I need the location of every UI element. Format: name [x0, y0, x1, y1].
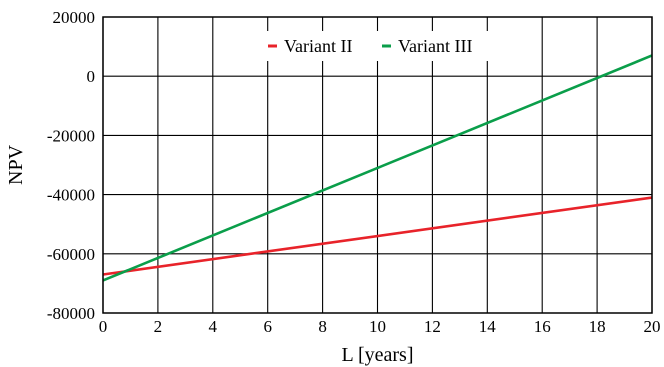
x-tick-label: 10	[369, 317, 386, 336]
series-line-variant-iii	[102, 54, 653, 282]
x-axis-title: L [years]	[342, 344, 414, 366]
x-tick-label: 4	[209, 317, 218, 336]
y-tick-label: -20000	[47, 126, 95, 145]
y-tick-labels: 20000 0 -20000 -40000 -60000 -80000	[47, 8, 95, 323]
x-tick-label: 6	[263, 317, 272, 336]
legend-label: Variant II	[284, 36, 352, 56]
plot-frame	[102, 16, 653, 314]
x-tick-label: 16	[534, 317, 551, 336]
x-tick-label: 18	[589, 317, 606, 336]
x-tick-label: 8	[318, 317, 327, 336]
y-tick-label: -60000	[47, 245, 95, 264]
legend-background	[258, 31, 494, 61]
series-lines	[102, 54, 653, 282]
x-tick-label: 12	[424, 317, 441, 336]
x-tick-label: 0	[99, 317, 108, 336]
x-tick-label: 14	[479, 317, 497, 336]
y-tick-label: -80000	[47, 304, 95, 323]
legend: Variant II Variant III	[258, 31, 494, 61]
legend-label: Variant III	[398, 36, 472, 56]
x-tick-labels: 0 2 4 6 8 10 12 14 16 18 20	[99, 317, 661, 336]
y-axis-title: NPV	[5, 144, 27, 185]
y-tick-label: -40000	[47, 186, 95, 205]
series-line-variant-ii	[102, 196, 653, 276]
x-tick-label: 2	[154, 317, 163, 336]
y-tick-label: 20000	[53, 8, 96, 27]
y-tick-label: 0	[87, 67, 96, 86]
x-tick-label: 20	[644, 317, 661, 336]
grid	[102, 16, 653, 314]
